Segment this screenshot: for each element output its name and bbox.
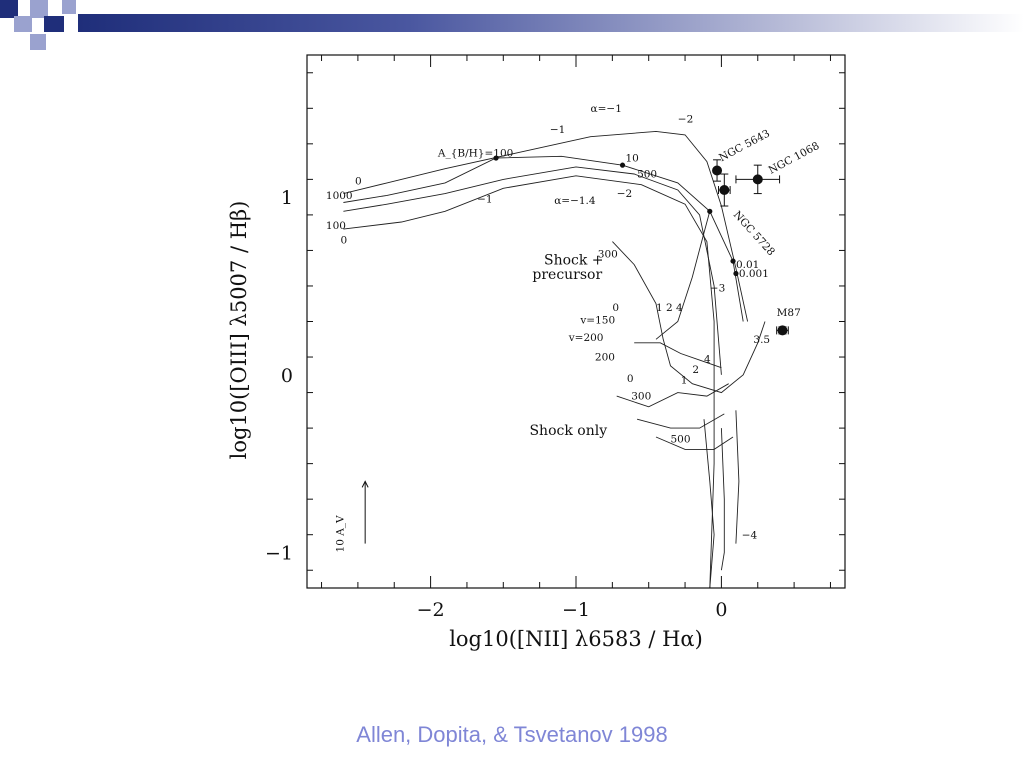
- banner-square: [44, 16, 64, 32]
- model-grid-line: [616, 383, 729, 408]
- annotation-label: α=−1: [591, 103, 622, 115]
- y-tick-label: 0: [281, 365, 293, 387]
- annotation-label: α=−1.4: [554, 195, 596, 207]
- axis-ticks: −2 −1 0 −1 0 1: [265, 55, 845, 621]
- annotation-label: 300: [631, 391, 651, 403]
- model-grid-line: [343, 175, 715, 589]
- annotation-label: 500: [671, 433, 691, 445]
- model-point: [730, 258, 736, 264]
- annotation-label: −1: [550, 124, 565, 136]
- observation-point: [752, 174, 763, 185]
- annotation-label: 200: [595, 352, 615, 364]
- x-axis-label: log10([NII] λ6583 / Hα): [449, 627, 703, 651]
- observation-point: [719, 185, 730, 196]
- annotation-label: 0.01: [736, 259, 759, 271]
- annotation-label: −1: [477, 193, 492, 205]
- annotation-label: −2: [617, 188, 632, 200]
- annotation-label: 0.001: [739, 268, 769, 280]
- annotation-label: 3.5: [753, 334, 770, 346]
- annotation-label: A_{B/H}=100: [437, 147, 513, 159]
- model-point: [733, 270, 739, 277]
- annotations: α=−1α=−1.4A_{B/H}=100−1−2−1 −210500010001…: [326, 103, 822, 553]
- banner-square: [14, 16, 32, 32]
- model-grid-line: [636, 413, 725, 429]
- model-grid-line: [343, 130, 749, 322]
- annotation-label: 4: [704, 353, 711, 365]
- annotation-label: NGC 1068: [767, 140, 822, 177]
- annotation-label: −2: [678, 114, 693, 126]
- model-grid-line: [720, 428, 725, 571]
- annotation-label: 0: [627, 373, 634, 385]
- annotation-label: v=150: [579, 314, 615, 326]
- annotation-label: NGC 5643: [717, 128, 772, 165]
- model-grid-line: [343, 155, 744, 322]
- observation-point: [712, 165, 723, 176]
- model-point: [619, 162, 626, 168]
- banner-square: [62, 0, 76, 14]
- annotation-label: 100: [326, 220, 346, 232]
- banner-gradient-bar: [78, 14, 1024, 32]
- x-tick-label: −1: [562, 599, 590, 621]
- model-point: [707, 208, 713, 214]
- annotation-label: 0: [612, 302, 619, 314]
- annotation-label: 1: [681, 375, 688, 387]
- banner-square: [0, 0, 18, 18]
- annotation-label: 2: [692, 364, 699, 376]
- annotation-label: precursor: [532, 267, 602, 283]
- banner-square: [30, 0, 48, 18]
- y-tick-label: 1: [281, 187, 293, 209]
- annotation-label: v=200: [568, 332, 604, 344]
- annotation-label: −4: [742, 529, 758, 541]
- model-grid-line: [343, 166, 722, 375]
- annotation-label: 1 2 4: [656, 302, 683, 314]
- annotation-label: Shock +: [544, 253, 604, 269]
- extinction-arrow-head: [361, 480, 369, 488]
- annotation-label: Shock only: [529, 423, 607, 439]
- annotation-label: M87: [777, 307, 801, 319]
- annotation-label: 0: [355, 176, 362, 188]
- model-grid-line: [655, 211, 711, 340]
- title-banner: [0, 0, 1024, 60]
- annotation-label: −3: [710, 282, 725, 294]
- y-axis-label: log10([OIII] λ5007 / Hβ): [227, 201, 251, 460]
- model-grid: [343, 130, 766, 589]
- annotation-label: NGC 5728: [731, 209, 777, 258]
- model-grid-line: [634, 342, 722, 369]
- x-tick-label: −2: [417, 599, 445, 621]
- citation-caption: Allen, Dopita, & Tsvetanov 1998: [356, 722, 668, 747]
- x-tick-label: 0: [715, 599, 727, 621]
- model-grid-line: [703, 419, 715, 589]
- annotation-label: 0: [340, 234, 347, 246]
- annotation-label: 10 A_V: [334, 515, 346, 553]
- data-points: [493, 155, 789, 336]
- y-tick-label: −1: [265, 542, 293, 564]
- annotation-label: 500: [637, 169, 657, 181]
- model-grid-line: [655, 436, 734, 450]
- annotation-label: 10: [625, 153, 638, 165]
- model-grid-line: [735, 410, 740, 544]
- model-point: [493, 155, 499, 161]
- model-grid-line: [612, 241, 766, 394]
- banner-square: [30, 34, 46, 50]
- observation-point: [777, 325, 788, 336]
- annotation-label: 300: [598, 249, 618, 261]
- annotation-label: 1000: [326, 190, 353, 202]
